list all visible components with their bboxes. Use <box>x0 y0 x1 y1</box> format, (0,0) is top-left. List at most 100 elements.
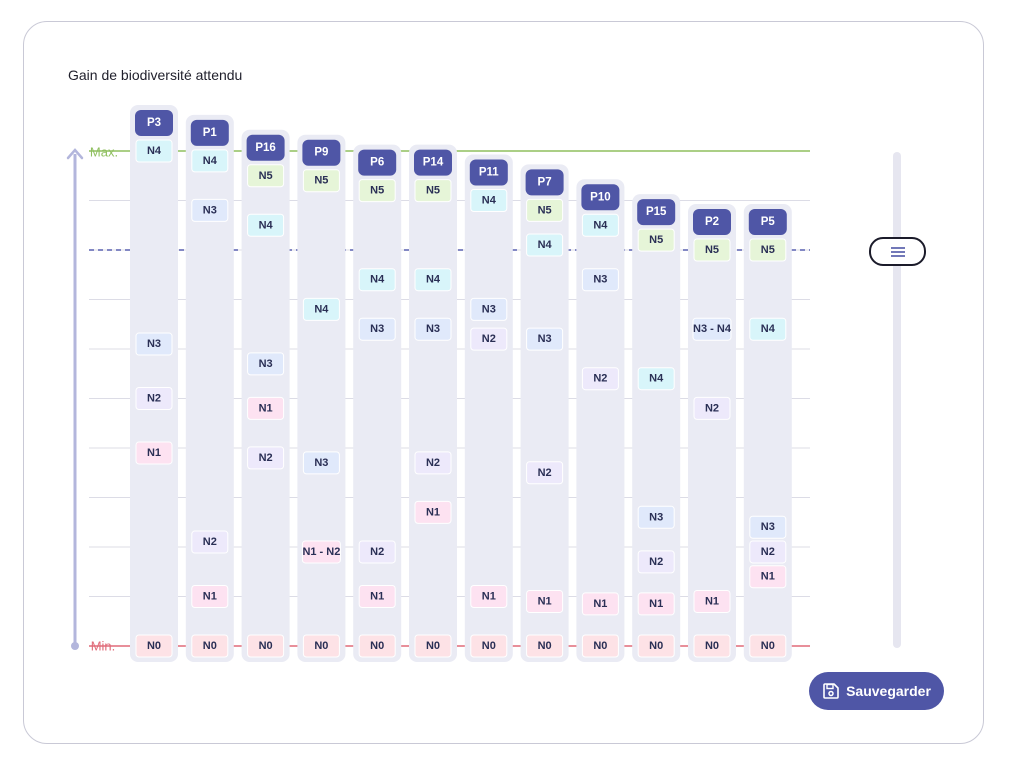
level-box <box>135 139 173 163</box>
level-label: N3 <box>203 204 217 216</box>
level-box <box>749 515 787 539</box>
floppy-disk-icon <box>823 683 839 699</box>
level-label: N2 <box>593 373 607 385</box>
column-header-label: P11 <box>479 167 499 179</box>
chart-title: Gain de biodiversité attendu <box>68 67 243 83</box>
level-label: N2 <box>203 536 217 548</box>
column-P1 <box>185 114 234 662</box>
level-label: N4 <box>370 274 385 286</box>
column-header-label: P10 <box>590 191 610 203</box>
level-box <box>302 451 340 475</box>
level-box <box>749 317 787 341</box>
level-label: N0 <box>482 640 496 652</box>
column-header-label: P2 <box>705 216 719 228</box>
level-box <box>414 634 452 658</box>
level-label: N0 <box>705 640 719 652</box>
level-box <box>358 317 396 341</box>
column-header-P15 <box>637 199 676 226</box>
column-P3 <box>130 105 178 662</box>
level-label: N4 <box>314 303 329 315</box>
level-box <box>581 268 619 292</box>
level-box <box>358 540 396 564</box>
level-label: N3 <box>482 303 496 315</box>
save-button[interactable]: Sauvegarder <box>809 672 944 710</box>
level-label: N5 <box>538 204 552 216</box>
level-box <box>302 297 340 321</box>
level-label: N2 <box>538 467 552 479</box>
level-box <box>135 332 173 356</box>
level-box <box>581 367 619 391</box>
level-label: N5 <box>259 170 273 182</box>
level-box <box>470 327 508 351</box>
level-box <box>581 213 619 237</box>
column-header-P2 <box>693 209 731 235</box>
threshold-slider-handle[interactable] <box>869 237 926 266</box>
level-box <box>526 233 564 257</box>
level-box <box>637 367 675 391</box>
level-box <box>693 238 731 262</box>
level-box <box>693 396 731 420</box>
level-label: N1 - N2 <box>302 546 340 558</box>
column-header-P16 <box>246 134 285 161</box>
level-box <box>191 585 229 608</box>
level-label: N3 <box>593 274 607 286</box>
level-label: N4 <box>147 145 162 157</box>
column-P7 <box>520 164 569 662</box>
level-box <box>247 213 285 237</box>
level-box <box>358 179 396 203</box>
level-box <box>749 238 787 262</box>
column-header-label: P1 <box>203 127 218 139</box>
level-box <box>692 317 732 341</box>
level-label: N0 <box>761 640 775 652</box>
column-header-P5 <box>748 209 787 235</box>
min-label: Min. <box>91 639 116 654</box>
level-box <box>470 189 508 212</box>
level-box <box>191 530 229 554</box>
level-box <box>637 228 675 252</box>
column-header-P10 <box>581 184 620 211</box>
level-box <box>581 634 619 658</box>
column-header-P11 <box>469 159 508 186</box>
menu-lines-icon <box>890 246 905 257</box>
level-box <box>749 634 787 658</box>
level-label: N2 <box>259 452 273 464</box>
level-box <box>693 589 731 613</box>
level-label: N2 <box>482 333 496 345</box>
axis-base-dot <box>71 642 79 650</box>
column-P9 <box>297 134 346 662</box>
level-box <box>301 540 341 564</box>
level-label: N5 <box>649 234 663 246</box>
level-label: N5 <box>705 244 719 256</box>
column-header-label: P9 <box>314 147 328 159</box>
level-label: N5 <box>426 185 440 197</box>
level-box <box>414 179 452 203</box>
level-box <box>414 268 452 292</box>
threshold-slider-track[interactable] <box>893 152 901 648</box>
level-label: N2 <box>705 402 719 414</box>
level-box <box>358 268 396 292</box>
level-box <box>749 540 787 564</box>
level-box <box>191 198 229 222</box>
level-label: N4 <box>649 373 664 385</box>
level-label: N1 <box>147 447 161 459</box>
column-header-label: P15 <box>646 206 667 218</box>
level-box <box>581 592 619 616</box>
level-label: N0 <box>147 640 161 652</box>
level-label: N2 <box>147 393 161 405</box>
level-label: N4 <box>482 195 497 207</box>
level-label: N3 <box>649 511 663 523</box>
level-label: N1 <box>370 591 384 603</box>
level-label: N2 <box>649 556 663 568</box>
level-label: N4 <box>761 323 776 335</box>
level-box <box>470 585 508 608</box>
column-header-label: P16 <box>255 142 275 154</box>
level-label: N0 <box>593 640 607 652</box>
save-button-label: Sauvegarder <box>846 683 931 699</box>
level-label: N1 <box>203 591 217 603</box>
column-header-P7 <box>525 169 564 196</box>
level-label: N3 - N4 <box>693 323 732 335</box>
level-box <box>693 634 731 658</box>
level-box <box>302 634 340 658</box>
level-box <box>526 327 564 351</box>
level-label: N3 <box>538 333 552 345</box>
